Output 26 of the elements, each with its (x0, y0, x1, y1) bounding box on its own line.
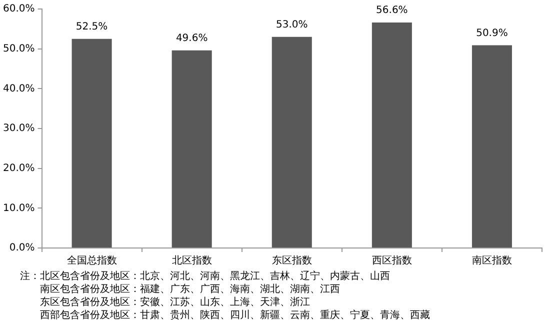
y-tick-label: 10.0% (2, 202, 35, 214)
y-tick-label: 50.0% (2, 43, 35, 54)
data-label: 53.0% (276, 19, 308, 30)
y-tick-label: 40.0% (2, 83, 35, 94)
x-tick-label: 东区指数 (272, 254, 312, 267)
x-tick-label: 北区指数 (172, 254, 212, 267)
data-label: 50.9% (476, 28, 508, 39)
bar (172, 50, 212, 248)
text: 东区包含省份及地区：安徽、江苏、山东、上海、天津、浙江 (39, 296, 311, 309)
data-label: 49.6% (176, 33, 208, 44)
x-tick-label: 西区指数 (372, 254, 412, 267)
text: 南区包含省份及地区：福建、广东、广西、海南、湖北、湖南、江西 (39, 283, 341, 296)
y-tick-label: 20.0% (2, 162, 35, 174)
y-tick-label: 30.0% (2, 123, 35, 134)
bar (372, 22, 412, 248)
text: 注：北区包含省份及地区：北京、河北、河南、黑龙江、吉林、辽宁、内蒙古、山西 (20, 270, 391, 283)
text: 西部包含省份及地区：甘肃、贵州、陕西、四川、新疆、云南、重庆、宁夏、青海、西藏 (39, 309, 430, 322)
bar (272, 36, 312, 248)
bar (72, 38, 112, 248)
bar (472, 45, 512, 248)
x-tick-label: 南区指数 (472, 254, 512, 267)
data-label: 56.6% (376, 5, 408, 16)
y-tick-label: 0.0% (9, 242, 35, 254)
y-tick-label: 60.0% (2, 4, 35, 15)
x-tick-label: 全国总指数 (66, 254, 117, 267)
data-label: 52.5% (76, 21, 108, 32)
